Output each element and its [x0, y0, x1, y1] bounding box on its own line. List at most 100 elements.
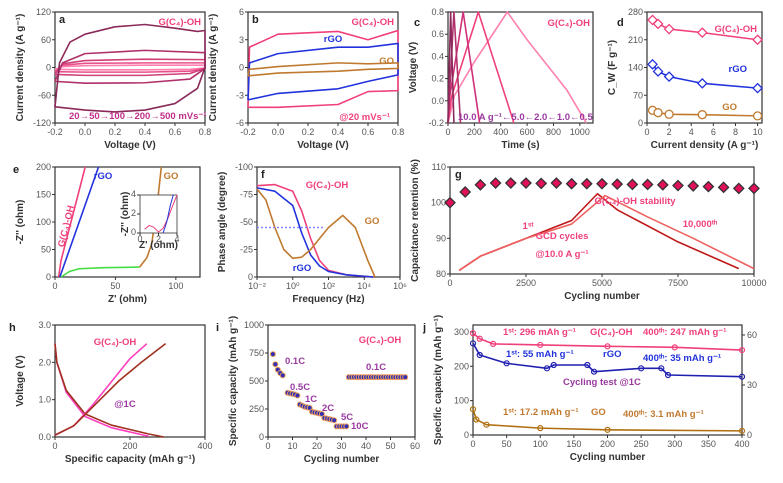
- y-tick-label: 300: [454, 327, 469, 337]
- data-point: [611, 178, 624, 191]
- x-tick-label: 300: [667, 439, 682, 449]
- x-tick-label: 0.2: [302, 127, 315, 137]
- series-GO: [256, 188, 376, 278]
- annotation: G(C₄)-OH: [547, 18, 590, 29]
- data-point: [696, 27, 708, 39]
- panel-letter: g: [455, 169, 462, 181]
- annotation: GO: [365, 216, 380, 227]
- x-axis-label: Z' (ohm): [139, 240, 178, 251]
- data-point: [738, 373, 746, 380]
- series-4: [54, 23, 206, 113]
- series-line: [458, 194, 755, 272]
- series-line: [144, 194, 178, 233]
- annotation: rGO: [324, 34, 342, 45]
- annotation: 10C: [351, 421, 369, 432]
- x-tick-label: 0.8: [392, 127, 405, 137]
- annotation: rGO: [603, 349, 621, 360]
- y-tick-label: 4: [131, 189, 136, 199]
- panel-f: 10⁻² 10⁰ 10² 10⁴ 10⁶ -100 -75 -50 -25 0 Frequency …: [217, 162, 407, 305]
- series-0: [144, 194, 178, 233]
- annotation: G(C₄)-OH: [351, 17, 394, 28]
- data-point: [748, 182, 760, 195]
- y-tick-label: 0.4: [431, 51, 444, 61]
- annotation: @10.0 A g⁻¹: [535, 249, 588, 260]
- y2-tick-label: 60: [747, 330, 757, 340]
- y-tick-label: 750: [249, 348, 264, 358]
- annotation: 400ᵗʰ: 3.1 mAh g⁻¹: [623, 409, 704, 420]
- y-tick-label: 2: [131, 208, 136, 218]
- x-tick-label: 10⁻²: [248, 281, 266, 291]
- data-point: [476, 351, 483, 359]
- y-axis-label: Specific capacity (mAh g⁻¹): [228, 316, 239, 446]
- y-tick-label: 0.0: [431, 96, 444, 106]
- data-point: [469, 406, 477, 413]
- annotation: 5C: [341, 412, 353, 423]
- annotation: GO: [164, 171, 179, 182]
- y-tick-label: 80: [436, 269, 446, 279]
- x-tick-label: 250: [634, 439, 649, 449]
- data-point: [537, 425, 544, 432]
- data-point: [652, 18, 664, 30]
- series-GO: [469, 406, 746, 434]
- data-point: [626, 178, 639, 191]
- data-point: [696, 77, 708, 89]
- y-tick-label: 0.6: [431, 29, 444, 39]
- y-tick-label: 0: [131, 227, 136, 237]
- y-axis-label: Voltage (V): [408, 42, 419, 93]
- x-tick-label: 10: [287, 441, 297, 451]
- panel-i: 0 10 20 30 40 50 60 0 250 500 750 1000 Cycling numbe…: [216, 316, 420, 465]
- x-tick-label: 0: [52, 281, 57, 291]
- panel-a: -0.2 0.0 0.2 0.4 0.6 0.8 -120 -60 0 60 120 Voltage …: [15, 7, 211, 151]
- annotation: 400ᵗʰ: 247 mAh g⁻¹: [643, 327, 726, 338]
- x-tick-label: 5000: [592, 278, 612, 288]
- panel-b: -0.2 0.0 0.2 0.4 0.6 0.8 -6 -3 0 3 6 Voltage (V) Cur…: [208, 7, 404, 151]
- data-point: [658, 365, 665, 372]
- series-line: [472, 342, 743, 378]
- annotation: 2C: [322, 403, 334, 414]
- annotation: @20 mVs⁻¹: [339, 112, 390, 123]
- x-tick-label: 10⁴: [357, 281, 371, 291]
- y-tick-label: -120: [33, 118, 51, 128]
- data-point: [664, 371, 672, 379]
- y-tick-label: -6: [236, 118, 244, 128]
- data-point: [590, 368, 598, 375]
- series-line: [256, 187, 374, 278]
- plot-frame: [139, 194, 178, 234]
- series-G(C₄)-OH: [469, 330, 746, 354]
- series-10,000th: [458, 194, 755, 272]
- y-tick-label: 6: [239, 7, 244, 17]
- annotation: 20→50→100→200→500 mVs⁻¹: [69, 111, 207, 122]
- series-line: [59, 166, 100, 278]
- y-tick-label: 0: [46, 272, 51, 282]
- x-tick-label: 400: [734, 439, 749, 449]
- x-tick-label: 0.6: [169, 127, 182, 137]
- data-point: [473, 416, 480, 423]
- y-axis-label: Phase angle (degree): [217, 172, 228, 273]
- series-line: [57, 166, 86, 278]
- annotation: G(C₄)-OH: [359, 335, 402, 346]
- panel-letter: a: [59, 14, 66, 26]
- series-line: [472, 332, 743, 351]
- data-point: [537, 341, 544, 349]
- data-point: [504, 177, 517, 189]
- x-axis-label: Current density (A g⁻¹): [651, 140, 759, 151]
- x-tick-label: 100: [533, 439, 548, 449]
- data-point: [469, 340, 477, 347]
- data-point: [672, 179, 684, 192]
- data-point: [476, 335, 483, 342]
- annotation: @1C: [114, 399, 136, 410]
- y-tick-label: 1.0: [38, 395, 51, 405]
- data-point: [717, 181, 730, 194]
- annotation: G(C₄)-OH stability: [594, 196, 676, 207]
- x-tick-label: 150: [566, 439, 581, 449]
- y-tick-label: 140: [628, 63, 643, 73]
- y-tick-label: 280: [628, 7, 643, 17]
- data-point: [565, 177, 578, 190]
- series-GO: [647, 105, 763, 121]
- x-tick-label: 50: [385, 441, 395, 451]
- x-tick-label: 800: [546, 127, 561, 137]
- data-point: [638, 365, 645, 372]
- series-line: [54, 343, 167, 436]
- data-point: [653, 108, 663, 118]
- data-point: [752, 111, 763, 121]
